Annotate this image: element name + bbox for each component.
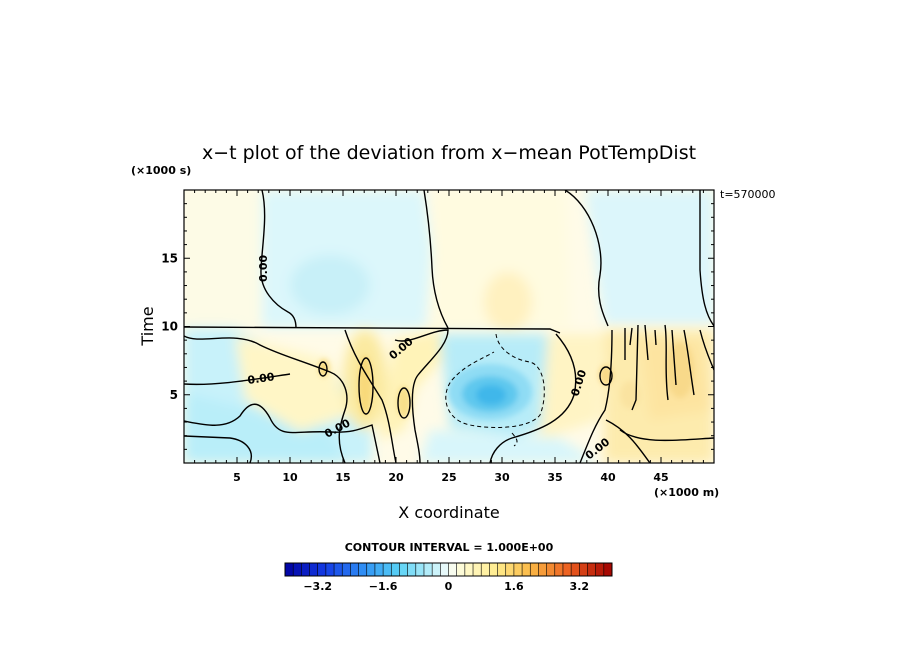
time-stamp-label: t=570000 — [720, 188, 776, 201]
y-tick-label: 15 — [161, 251, 178, 265]
colorbar-tick-label: 3.2 — [570, 580, 590, 593]
colorbar-cell — [440, 563, 449, 576]
colorbar-cell — [342, 563, 351, 576]
colorbar-cell — [293, 563, 302, 576]
colorbar-cell — [473, 563, 482, 576]
x-tick-label: 25 — [441, 471, 456, 484]
contour-label: 0.00 — [257, 255, 270, 282]
colorbar-tick-label: −1.6 — [369, 580, 398, 593]
contour-lines — [184, 190, 714, 463]
x-tick-label: 10 — [282, 471, 298, 484]
colorbar-cell — [391, 563, 400, 576]
y-axis: 5 10 15 — [161, 203, 714, 450]
colorbar-cell — [456, 563, 466, 576]
colorbar-cell — [538, 563, 547, 576]
contour-interval-label: CONTOUR INTERVAL = 1.000E+00 — [345, 541, 554, 554]
colorbar — [284, 562, 613, 577]
colorbar-cell — [448, 563, 457, 576]
colorbar-cell — [603, 563, 613, 576]
colorbar-cell — [358, 563, 368, 576]
y-tick-label: 5 — [170, 388, 178, 402]
colorbar-cell — [587, 563, 596, 576]
colorbar-cell — [309, 563, 318, 576]
colorbar-cell — [489, 563, 498, 576]
chart-title: x−t plot of the deviation from x−mean Po… — [202, 142, 696, 164]
y-axis-label: Time — [138, 306, 157, 346]
y-unit-label: (×1000 s) — [131, 164, 191, 177]
x-tick-label: 30 — [494, 471, 510, 484]
colorbar-cell — [562, 563, 572, 576]
colorbar-cell — [432, 563, 441, 576]
colorbar-cell — [554, 563, 564, 576]
colorbar-cell — [301, 563, 310, 576]
x-axis: 5 10 15 20 25 30 35 40 45 — [194, 190, 704, 484]
colorbar-tick-label: 1.6 — [504, 580, 524, 593]
x-tick-label: 45 — [653, 471, 668, 484]
colorbar-cell — [423, 563, 433, 576]
colorbar-cell — [350, 563, 359, 576]
colorbar-tick-label: −3.2 — [303, 580, 332, 593]
colorbar-cell — [285, 563, 294, 576]
colorbar-cell — [595, 563, 605, 576]
y-tick-label: 10 — [161, 320, 178, 334]
colorbar-cell — [505, 563, 515, 576]
x-axis-label: X coordinate — [398, 503, 499, 522]
x-tick-label: 40 — [600, 471, 616, 484]
colorbar-cell — [464, 563, 474, 576]
colorbar-cell — [334, 563, 343, 576]
x-tick-label: 35 — [547, 471, 562, 484]
x-tick-label: 15 — [335, 471, 350, 484]
colorbar-cell — [415, 563, 425, 576]
dashed-contour-lines — [445, 333, 545, 447]
colorbar-cell — [513, 563, 523, 576]
x-tick-label: 5 — [233, 471, 241, 484]
colorbar-cell — [530, 563, 539, 576]
colorbar-ticks: −3.2 −1.6 0 1.6 3.2 — [303, 580, 589, 593]
colorbar-cell — [546, 563, 556, 576]
heatmap-field — [184, 190, 714, 463]
colorbar-cell — [374, 563, 384, 576]
x-tick-label: 20 — [388, 471, 404, 484]
colorbar-cell — [481, 563, 490, 576]
colorbar-cell — [317, 563, 327, 576]
colorbar-cell — [579, 563, 588, 576]
x-unit-label: (×1000 m) — [654, 486, 719, 499]
colorbar-cell — [325, 563, 335, 576]
contour-label: 0.00 — [247, 370, 276, 387]
colorbar-cell — [383, 563, 392, 576]
colorbar-cell — [366, 563, 376, 576]
colorbar-cell — [522, 563, 531, 576]
colorbar-cell — [407, 563, 417, 576]
colorbar-cell — [497, 563, 507, 576]
colorbar-cell — [571, 563, 580, 576]
colorbar-tick-label: 0 — [445, 580, 453, 593]
colorbar-cell — [399, 563, 408, 576]
colorbar-frame — [284, 562, 613, 577]
